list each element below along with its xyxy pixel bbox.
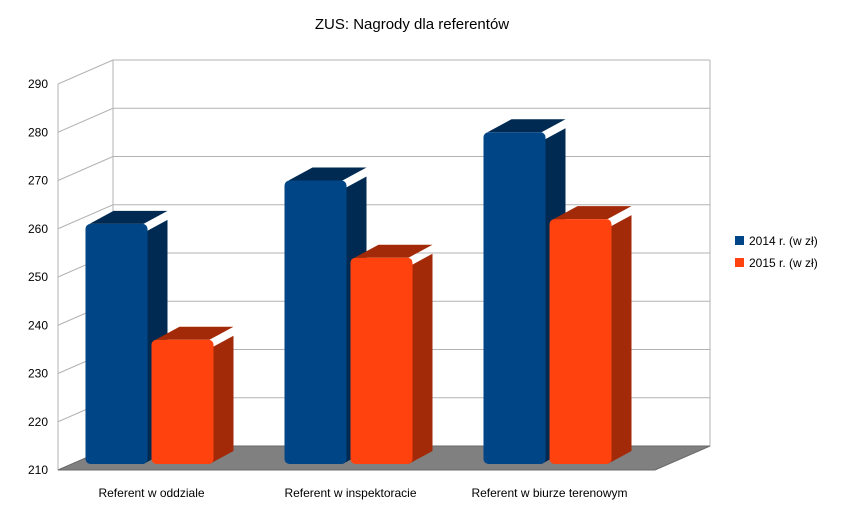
- legend-label: 2015 r. (w zł): [749, 256, 818, 270]
- bar-top: [487, 119, 566, 133]
- bar-top: [354, 244, 433, 258]
- bar-top: [155, 326, 234, 340]
- bar-front: [549, 219, 612, 464]
- bar-side: [209, 335, 234, 464]
- x-tick-label: Referent w inspektoracie: [284, 486, 416, 500]
- bars: [85, 119, 632, 464]
- legend-swatch: [735, 236, 744, 245]
- gridline-side: [57, 59, 114, 85]
- bar: [350, 244, 433, 464]
- legend-swatch: [735, 258, 744, 267]
- bar-top: [89, 210, 168, 224]
- bar-side: [607, 215, 632, 464]
- gridline-side: [57, 204, 114, 230]
- bar-front: [350, 257, 413, 464]
- gridline-side: [57, 156, 114, 181]
- y-tick-label: 290: [28, 77, 48, 91]
- x-tick-label: Referent w oddziale: [98, 486, 204, 500]
- y-axis: 210 220 230 240 250 260 270 280 290: [28, 77, 48, 477]
- legend: 2014 r. (w zł) 2015 r. (w zł): [735, 234, 818, 270]
- y-tick-label: 270: [28, 174, 48, 188]
- gridline-side: [57, 107, 114, 133]
- legend-label: 2014 r. (w zł): [749, 234, 818, 248]
- chart-title: ZUS: Nagrody dla referentów: [315, 16, 509, 33]
- y-tick-label: 230: [28, 367, 48, 381]
- bar-front: [151, 339, 214, 464]
- x-axis-labels: Referent w oddziale Referent w inspektora…: [98, 486, 627, 500]
- bar-front: [483, 132, 546, 464]
- y-tick-label: 210: [28, 463, 48, 477]
- y-tick-label: 260: [28, 222, 48, 236]
- bar-front: [284, 180, 347, 464]
- bar-side: [408, 253, 433, 464]
- bar: [151, 326, 234, 464]
- x-tick-label: Referent w biurze terenowym: [471, 486, 627, 500]
- y-tick-label: 280: [28, 125, 48, 139]
- bar-top: [553, 206, 632, 220]
- y-tick-label: 240: [28, 318, 48, 332]
- bar-top: [288, 167, 367, 181]
- bar-front: [85, 223, 148, 464]
- y-tick-label: 250: [28, 270, 48, 284]
- y-tick-label: 220: [28, 415, 48, 429]
- bar: [549, 206, 632, 464]
